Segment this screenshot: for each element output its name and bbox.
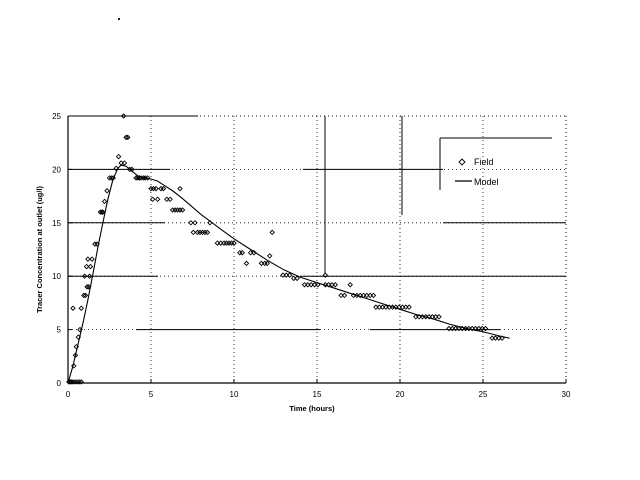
field-data-point <box>436 314 442 320</box>
y-tick-label: 10 <box>52 272 61 281</box>
x-tick-label: 25 <box>479 390 488 399</box>
field-data-point <box>86 284 92 290</box>
field-data-point <box>72 379 78 385</box>
y-tick-label: 5 <box>57 326 62 335</box>
field-data-point <box>120 113 127 119</box>
field-data-point <box>332 282 338 288</box>
field-data-point <box>243 260 250 267</box>
field-data-point <box>179 207 186 213</box>
field-data-point <box>125 134 131 141</box>
field-data-point <box>294 275 300 282</box>
field-data-point <box>78 379 85 385</box>
field-points-group <box>66 113 505 385</box>
field-data-point <box>127 166 133 173</box>
field-data-point <box>154 196 161 203</box>
field-data-point <box>266 253 273 259</box>
field-data-point <box>239 249 246 256</box>
field-data-point <box>121 160 128 166</box>
field-data-point <box>94 241 100 247</box>
field-data-point <box>84 284 90 290</box>
field-data-point <box>406 304 412 310</box>
x-tick-label: 10 <box>230 390 239 399</box>
field-data-point <box>115 153 122 160</box>
field-data-point <box>269 229 275 236</box>
field-data-point <box>190 229 197 236</box>
field-data-point <box>136 175 143 181</box>
field-data-point <box>167 196 173 203</box>
field-data-point <box>92 241 98 247</box>
field-data-point <box>499 335 505 341</box>
field-data-point <box>113 165 119 172</box>
field-data-point <box>73 343 80 350</box>
field-data-point <box>106 175 113 181</box>
legend-model-label: Model <box>474 177 499 187</box>
field-data-point <box>144 175 151 181</box>
field-data-point <box>82 292 89 299</box>
y-tick-label: 20 <box>52 165 61 174</box>
y-tick-label: 15 <box>52 219 61 228</box>
field-data-point <box>81 273 88 279</box>
field-data-point <box>341 292 348 299</box>
x-tick-label: 5 <box>149 390 154 399</box>
field-data-point <box>72 352 79 358</box>
field-data-point <box>76 379 83 385</box>
field-data-point <box>108 175 115 181</box>
field-data-point <box>370 292 377 299</box>
field-data-point <box>231 240 237 246</box>
y-tick-label: 25 <box>52 112 61 121</box>
field-data-point <box>322 272 329 278</box>
field-data-point <box>75 334 82 340</box>
x-tick-label: 0 <box>66 390 71 399</box>
field-data-point <box>286 272 293 278</box>
field-data-point <box>129 166 135 173</box>
field-data-point <box>110 175 116 181</box>
field-data-point <box>160 185 167 192</box>
field-data-point <box>347 282 353 288</box>
field-data-point <box>81 292 87 299</box>
field-data-point <box>482 325 489 332</box>
field-data-point <box>99 209 105 215</box>
field-data-point <box>70 379 76 385</box>
field-data-point <box>251 249 257 256</box>
field-data-point <box>153 185 159 192</box>
field-data-point <box>77 326 83 333</box>
field-data-point <box>89 256 95 262</box>
x-tick-label: 30 <box>562 390 571 399</box>
field-data-point <box>100 209 106 215</box>
model-line <box>67 164 510 384</box>
field-data-point <box>204 229 211 236</box>
x-axis-title: Time (hours) <box>289 404 335 413</box>
field-data-point <box>87 263 94 270</box>
field-data-point <box>85 256 91 262</box>
field-data-point <box>71 363 77 369</box>
legend-field-label: Field <box>474 157 494 167</box>
legend-field-diamond-marker-icon <box>458 158 466 166</box>
y-tick-label: 0 <box>57 379 62 388</box>
field-data-point <box>68 379 75 385</box>
field-data-point <box>101 198 108 205</box>
field-data-point <box>74 379 80 385</box>
field-data-point <box>207 220 213 226</box>
field-data-point <box>188 220 194 226</box>
field-data-point <box>70 305 76 311</box>
field-data-point <box>177 185 183 192</box>
scan-artifact-dot <box>118 18 120 20</box>
x-tick-label: 20 <box>396 390 405 399</box>
field-data-point <box>149 196 156 203</box>
field-data-point <box>86 273 93 279</box>
field-data-point <box>192 220 198 226</box>
field-data-point <box>123 134 129 141</box>
field-data-point <box>315 282 321 288</box>
x-tick-label: 15 <box>313 390 322 399</box>
y-axis-title: Tracer Concentration at outlet (ug/l) <box>35 185 44 313</box>
field-data-point <box>140 175 147 181</box>
field-data-point <box>264 260 270 267</box>
field-data-point <box>78 305 85 311</box>
field-data-point <box>83 263 90 270</box>
field-data-point <box>104 188 110 194</box>
